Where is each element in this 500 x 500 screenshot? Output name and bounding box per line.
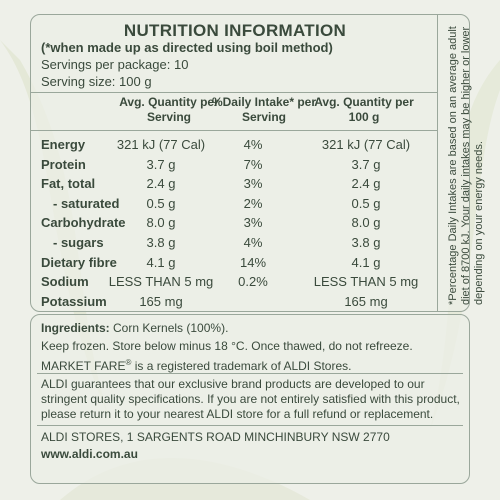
product-info-panel: Ingredients: Corn Kernels (100%). Keep f… — [30, 314, 470, 484]
per-100g-value: 3.8 g — [351, 234, 381, 250]
nutrition-subtitle: (*when made up as directed using boil me… — [41, 40, 333, 55]
nutrition-title: NUTRITION INFORMATION — [123, 21, 347, 40]
daily-intake-value: 3% — [243, 176, 263, 192]
daily-intake-value: 3% — [243, 215, 263, 231]
per-serving-value: 3.8 g — [146, 234, 176, 250]
per-100g-value: 8.0 g — [351, 215, 381, 231]
daily-intake-value: 4% — [243, 234, 263, 250]
header-daily-intake: %Daily Intake* per Serving — [211, 95, 317, 124]
per-serving-value: 4.1 g — [146, 254, 176, 270]
nutrient-name: Fat, total — [41, 176, 96, 192]
nutrient-name: Carbohydrate — [41, 215, 126, 231]
nutrition-panel: NUTRITION INFORMATION (*when made up as … — [30, 14, 485, 312]
nutrition-table: Energy 321 kJ (77 Cal) 4% 321 kJ (77 Cal… — [41, 135, 431, 311]
per-serving-value: 3.7 g — [146, 156, 176, 172]
website-link[interactable]: www.aldi.com.au — [41, 447, 138, 461]
header-avg-per-serving: Avg. Quantity per Serving — [119, 95, 219, 124]
table-row: Energy 321 kJ (77 Cal) 4% 321 kJ (77 Cal… — [41, 135, 431, 155]
per-serving-value: 165 mg — [139, 293, 183, 309]
footnote-text: *Percentage Daily Intakes are based on a… — [447, 26, 485, 305]
table-row: Dietary fibre 4.1 g 14% 4.1 g — [41, 253, 431, 273]
nutrient-name: Sodium — [41, 274, 89, 290]
per-serving-value: 8.0 g — [146, 215, 176, 231]
footnote-divider — [437, 15, 438, 311]
ingredients-value: Corn Kernels (100%). — [113, 321, 229, 335]
trademark-text: is a registered trademark of ALDI Stores… — [134, 359, 352, 373]
table-row: - sugars 3.8 g 4% 3.8 g — [41, 233, 431, 253]
header-avg-per-100g: Avg. Quantity per 100 g — [314, 95, 414, 124]
trademark-brand: MARKET FARE — [41, 359, 126, 373]
trademark-notice: MARKET FARE® is a registered trademark o… — [41, 355, 461, 374]
per-100g-value: 4.1 g — [351, 254, 381, 270]
divider — [37, 373, 463, 374]
nutrient-name: Energy — [41, 137, 86, 152]
divider — [31, 92, 437, 93]
per-100g-value: 165 mg — [344, 293, 388, 309]
per-serving-value: 321 kJ (77 Cal) — [116, 137, 206, 152]
nutrient-name: - saturated — [53, 195, 120, 211]
daily-intake-value: 0.2% — [238, 274, 268, 290]
per-100g-value: 3.7 g — [351, 156, 381, 172]
daily-intake-value: 4% — [243, 137, 263, 152]
daily-intake-value: 2% — [243, 195, 263, 211]
per-100g-value: LESS THAN 5 mg — [313, 274, 419, 290]
per-100g-value: 321 kJ (77 Cal) — [321, 137, 411, 152]
store-address: ALDI STORES, 1 SARGENTS ROAD MINCHINBURY… — [41, 430, 390, 444]
table-row: Sodium LESS THAN 5 mg 0.2% LESS THAN 5 m… — [41, 272, 431, 292]
table-row: Protein 3.7 g 7% 3.7 g — [41, 155, 431, 175]
daily-intake-value: 14% — [239, 254, 267, 270]
ingredients-label: Ingredients: — [41, 321, 110, 335]
servings-per-package: Servings per package: 10 — [41, 57, 189, 72]
per-100g-value: 0.5 g — [351, 195, 381, 211]
daily-intake-value: 7% — [243, 156, 263, 172]
nutrient-name: - sugars — [53, 234, 104, 250]
ingredients: Ingredients: Corn Kernels (100%). — [41, 321, 461, 336]
per-serving-value: 0.5 g — [146, 195, 176, 211]
divider — [31, 130, 437, 131]
per-100g-value: 2.4 g — [351, 176, 381, 192]
divider — [37, 425, 463, 426]
table-row: Fat, total 2.4 g 3% 2.4 g — [41, 174, 431, 194]
serving-size: Serving size: 100 g — [41, 74, 152, 89]
quality-guarantee: ALDI guarantees that our exclusive brand… — [41, 377, 460, 421]
table-row: Carbohydrate 8.0 g 3% 8.0 g — [41, 213, 431, 233]
nutrient-name: Protein — [41, 156, 86, 172]
nutrient-name: Dietary fibre — [41, 254, 117, 270]
per-serving-value: LESS THAN 5 mg — [108, 274, 214, 290]
per-serving-value: 2.4 g — [146, 176, 176, 192]
registered-mark: ® — [125, 358, 132, 367]
nutrient-name: Potassium — [41, 293, 107, 309]
storage-instructions: Keep frozen. Store below minus 18 °C. On… — [41, 339, 413, 353]
table-row: Potassium 165 mg 165 mg — [41, 292, 431, 312]
table-row: - saturated 0.5 g 2% 0.5 g — [41, 194, 431, 214]
